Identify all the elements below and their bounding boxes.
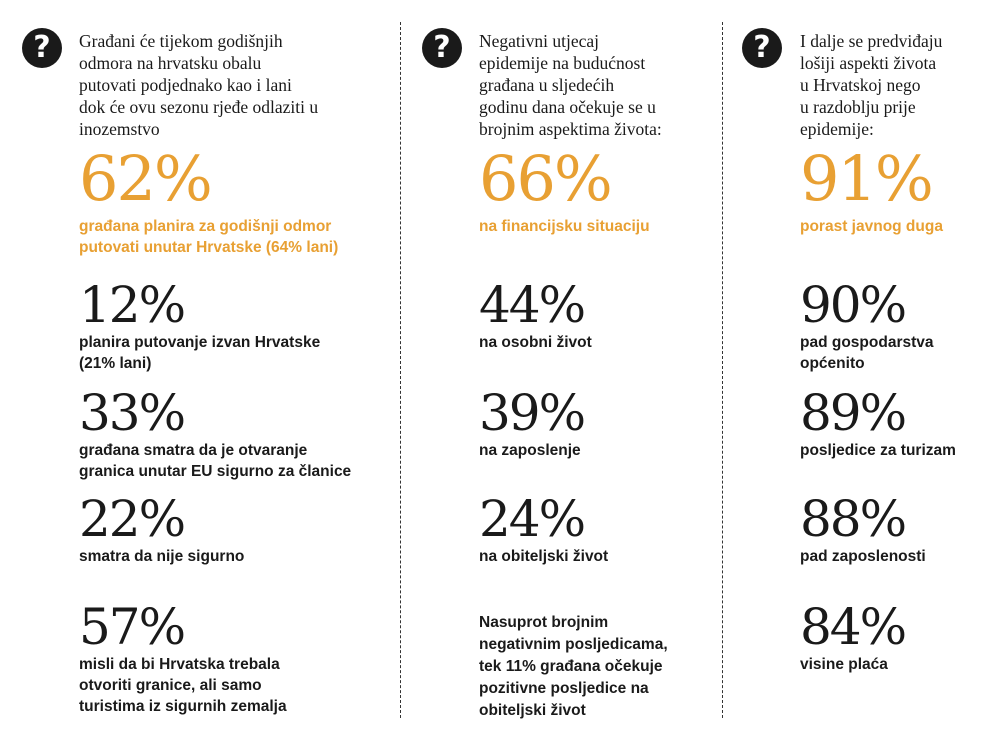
stat-label: porast javnog duga	[800, 218, 943, 235]
stat-label: smatra da nije sigurno	[79, 548, 245, 565]
stat-label: na obiteljski život	[479, 548, 609, 565]
question-icon: ?	[22, 28, 62, 68]
stat-block: 88% pad zaposlenosti	[800, 494, 995, 567]
stat-block: 22% smatra da nije sigurno	[79, 494, 394, 567]
question-icon: ?	[422, 28, 462, 68]
stat-block: 90% pad gospodarstva općenito	[800, 280, 995, 374]
stat-label: na osobni život	[479, 334, 592, 351]
stat-label: posljedice za turizam	[800, 442, 956, 459]
column-worse-aspects: ? I dalje se predviđaju lošiji aspekti ž…	[723, 0, 999, 730]
positive-note: Nasuprot brojnim negativnim posljedicama…	[479, 614, 668, 719]
stat-label: misli da bi Hrvatska trebala otvoriti gr…	[79, 656, 287, 715]
stat-value: 12%	[79, 276, 186, 334]
column-negative-impact: ? Negativni utjecaj epidemije na budućno…	[401, 0, 722, 730]
intro-text: I dalje se predviđaju lošiji aspekti živ…	[800, 31, 943, 139]
intro-text: Građani će tijekom godišnjih odmora na h…	[79, 31, 319, 139]
stat-label: građana smatra da je otvaranje granica u…	[79, 442, 352, 480]
stat-label: građana planira za godišnji odmor putova…	[79, 218, 339, 256]
stat-value: 66%	[479, 142, 613, 215]
stat-value: 24%	[479, 490, 586, 548]
stat-value: 90%	[800, 276, 907, 334]
stat-value: 88%	[800, 490, 907, 548]
stat-value: 84%	[800, 598, 907, 656]
column-divider	[400, 22, 401, 718]
stat-label: na financijsku situaciju	[479, 218, 650, 235]
stat-block: 57% misli da bi Hrvatska trebala otvorit…	[79, 602, 394, 717]
stat-block: 39% na zaposlenje	[479, 388, 719, 461]
stat-block: 62% građana planira za godišnji odmor pu…	[79, 148, 394, 258]
stat-block: 89% posljedice za turizam	[800, 388, 995, 461]
stat-value: 89%	[800, 384, 907, 442]
stat-value: 44%	[479, 276, 586, 334]
stat-label: pad zaposlenosti	[800, 548, 926, 565]
stat-block: 24% na obiteljski život	[479, 494, 719, 567]
stat-block: 33% građana smatra da je otvaranje grani…	[79, 388, 394, 482]
stat-label: pad gospodarstva općenito	[800, 334, 934, 372]
stat-block: 44% na osobni život	[479, 280, 719, 353]
stat-label: visine plaća	[800, 656, 888, 673]
stat-value: 33%	[79, 384, 186, 442]
stat-block: 66% na financijsku situaciju	[479, 148, 719, 237]
stat-value: 22%	[79, 490, 186, 548]
stat-value: 62%	[79, 142, 213, 215]
stat-value: 57%	[79, 598, 186, 656]
column-divider	[722, 22, 723, 718]
stat-block: 84% visine plaća	[800, 602, 995, 675]
question-icon: ?	[742, 28, 782, 68]
stat-label: planira putovanje izvan Hrvatske (21% la…	[79, 334, 321, 372]
column-travel: ? Građani će tijekom godišnjih odmora na…	[0, 0, 400, 730]
stat-block: 12% planira putovanje izvan Hrvatske (21…	[79, 280, 394, 374]
stat-label: na zaposlenje	[479, 442, 581, 459]
stat-value: 39%	[479, 384, 586, 442]
stat-value: 91%	[800, 142, 934, 215]
stat-block: 91% porast javnog duga	[800, 148, 995, 237]
intro-text: Negativni utjecaj epidemije na budućnost…	[479, 31, 662, 139]
